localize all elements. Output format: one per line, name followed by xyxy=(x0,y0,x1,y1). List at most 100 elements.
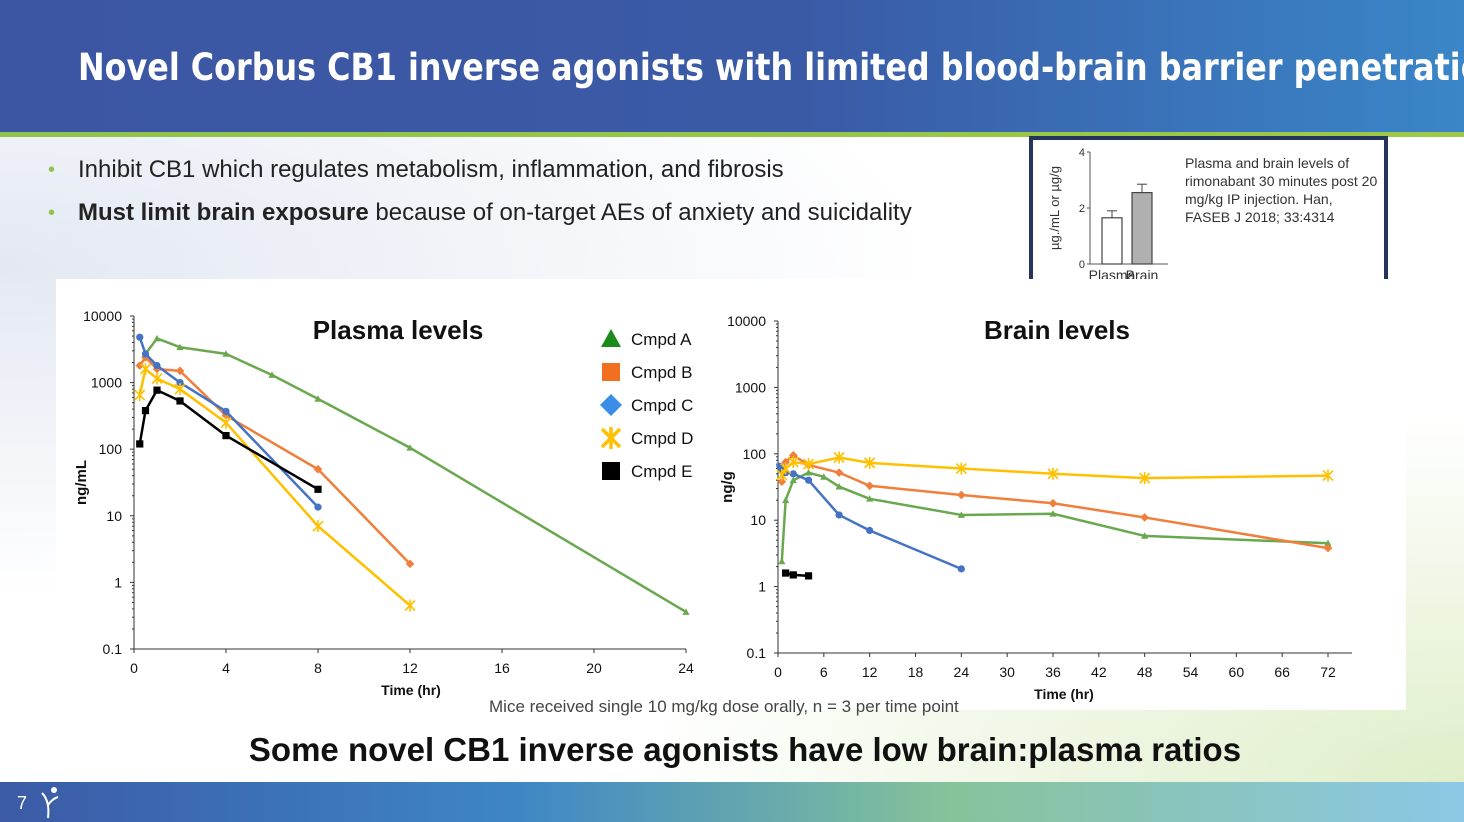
plasma-x-tick-label: 24 xyxy=(678,660,694,676)
brain-point-cmpd-a xyxy=(782,496,790,504)
plasma-point-cmpd-b xyxy=(405,559,415,569)
plasma-point-cmpd-e xyxy=(153,386,161,394)
bullet-dot-icon: • xyxy=(48,159,56,181)
plasma-y-tick-label: 1000 xyxy=(91,375,122,391)
plasma-point-cmpd-e xyxy=(136,440,144,448)
plasma-point-cmpd-d xyxy=(174,383,186,396)
brain-point-cmpd-a xyxy=(1049,510,1057,517)
plasma-point-cmpd-d xyxy=(220,416,232,429)
brain-point-cmpd-d xyxy=(833,451,845,464)
plasma-point-cmpd-c xyxy=(141,350,150,358)
plasma-y-tick-label: 10000 xyxy=(83,308,122,324)
legend-triangle-icon xyxy=(601,329,621,347)
brain-y-tick-label: 1 xyxy=(758,579,766,595)
plasma-y-tick-label: 10 xyxy=(106,508,122,524)
brain-point-cmpd-a xyxy=(804,469,813,476)
brain-point-cmpd-b xyxy=(777,477,787,487)
plasma-point-cmpd-e xyxy=(141,406,150,415)
legend-diamond-icon xyxy=(600,394,622,416)
legend-label: Cmpd C xyxy=(631,396,693,415)
plasma-point-cmpd-d xyxy=(404,599,416,612)
inset-y-label: µg./mL or µg/g xyxy=(1047,166,1062,250)
plasma-x-tick-label: 0 xyxy=(130,660,138,676)
brain-point-cmpd-a xyxy=(866,495,874,502)
header-band xyxy=(0,0,1464,132)
plasma-point-cmpd-d xyxy=(151,372,163,385)
plasma-series-line-cmpd-a xyxy=(144,337,687,614)
inset-caption: Plasma and brain levels of rimonabant 30… xyxy=(1185,155,1378,225)
brain-x-tick-label: 42 xyxy=(1091,664,1107,680)
brain-point-cmpd-e xyxy=(782,569,790,577)
chart-panel: 0.1 1 10 100 1000 10000 0 4 8 12 16 20 24 Time (hr) ng… xyxy=(56,279,1406,710)
brain-x-tick-label: 0 xyxy=(774,664,782,680)
plasma-series-line-cmpd-e xyxy=(138,388,319,491)
brain-point-cmpd-b xyxy=(1323,543,1333,553)
bullet-dot-icon: • xyxy=(48,202,56,224)
plasma-point-cmpd-d xyxy=(139,363,152,376)
inset-y-tick-label: 2 xyxy=(1079,203,1085,215)
brain-point-cmpd-c xyxy=(835,511,843,519)
legend-label: Cmpd D xyxy=(631,429,693,448)
brain-point-cmpd-e xyxy=(789,571,797,579)
brain-point-cmpd-b xyxy=(788,450,798,460)
plasma-y-tick-label: 1 xyxy=(114,574,122,590)
brain-x-tick-label: 12 xyxy=(862,664,878,680)
brain-x-tick-label: 60 xyxy=(1229,664,1245,680)
brain-point-cmpd-b xyxy=(865,481,874,491)
plasma-point-cmpd-c xyxy=(222,407,230,415)
brain-point-cmpd-c xyxy=(957,565,965,573)
bullet-1: • Inhibit CB1 which regulates metabolism… xyxy=(46,156,912,199)
legend-label: Cmpd E xyxy=(631,462,692,481)
corbus-logo-icon xyxy=(41,787,59,819)
brain-point-cmpd-d xyxy=(955,462,967,475)
plasma-point-cmpd-c xyxy=(153,361,161,370)
plasma-point-cmpd-c xyxy=(314,503,322,511)
header-accent-line xyxy=(0,132,1464,137)
brain-x-tick-label: 72 xyxy=(1320,664,1336,680)
plasma-point-cmpd-c xyxy=(176,379,184,387)
plasma-x-tick-label: 4 xyxy=(222,660,230,676)
plasma-y-tick-label: 100 xyxy=(99,441,123,457)
brain-point-cmpd-b xyxy=(1140,513,1149,522)
brain-title: Brain levels xyxy=(984,315,1130,345)
plasma-point-cmpd-b xyxy=(135,361,145,370)
legend-square-icon xyxy=(602,462,620,480)
plasma-x-tick-label: 12 xyxy=(402,660,418,676)
brain-point-cmpd-d xyxy=(1139,472,1151,485)
inset-bar xyxy=(1101,217,1123,265)
plasma-point-cmpd-e xyxy=(222,432,230,440)
brain-x-tick-label: 18 xyxy=(908,664,924,680)
brain-y-tick-label: 1000 xyxy=(735,379,766,395)
brain-y-tick-label: 10000 xyxy=(727,313,766,329)
plasma-point-cmpd-d xyxy=(134,389,146,402)
brain-point-cmpd-c xyxy=(866,526,874,535)
plasma-point-cmpd-b xyxy=(313,464,323,474)
legend-star-icon xyxy=(600,427,622,449)
brain-point-cmpd-c xyxy=(789,470,797,478)
brain-point-cmpd-a xyxy=(1324,539,1332,547)
page-number: 7 xyxy=(17,793,28,813)
brain-x-tick-label: 24 xyxy=(954,664,970,680)
plasma-x-tick-label: 20 xyxy=(586,660,602,676)
bullet-2-bold: Must limit brain exposure xyxy=(78,199,369,226)
brain-point-cmpd-d xyxy=(864,456,876,469)
plasma-point-cmpd-a xyxy=(268,371,276,378)
plasma-x-tick-label: 16 xyxy=(494,660,510,676)
legend-label: Cmpd A xyxy=(631,330,692,349)
brain-x-tick-label: 6 xyxy=(820,664,828,680)
bullet-2-text: because of on-target AEs of anxiety and … xyxy=(368,199,912,226)
brain-x-tick-label: 48 xyxy=(1137,664,1153,680)
slide-title: Novel Corbus CB1 inverse agonists with l… xyxy=(78,46,1464,89)
legend-square-icon xyxy=(602,363,620,381)
brain-x-tick-label: 30 xyxy=(999,664,1015,680)
bullet-list: • Inhibit CB1 which regulates metabolism… xyxy=(46,156,912,242)
brain-point-cmpd-a xyxy=(789,476,797,484)
bullet-1-text: Inhibit CB1 which regulates metabolism, … xyxy=(78,156,784,183)
brain-point-cmpd-a xyxy=(1141,532,1149,539)
plasma-point-cmpd-a xyxy=(682,608,690,615)
brain-point-cmpd-e xyxy=(804,572,813,580)
plasma-point-cmpd-a xyxy=(406,444,414,451)
plasma-point-cmpd-c xyxy=(136,333,144,341)
